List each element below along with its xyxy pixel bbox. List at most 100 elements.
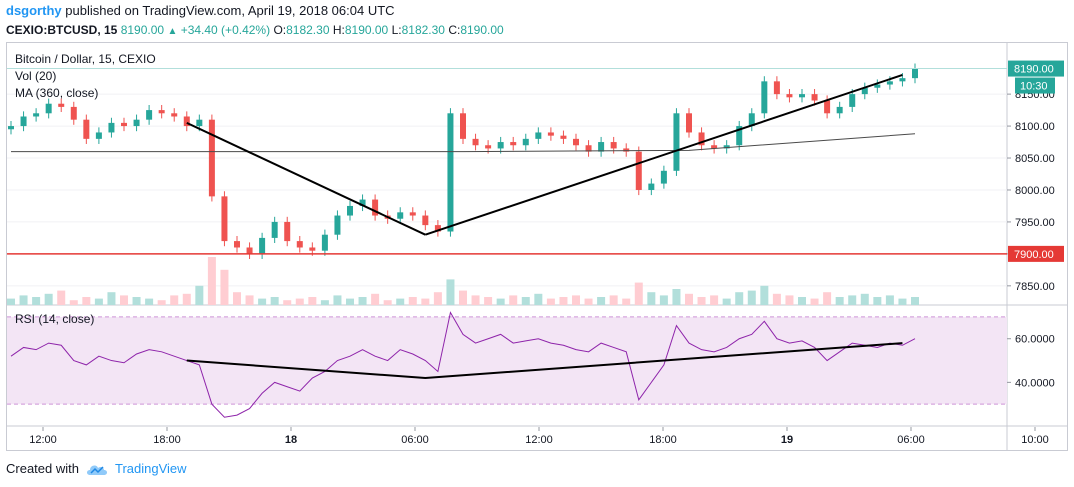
volume-bar: [195, 285, 204, 305]
volume-bar: [760, 285, 769, 305]
volume-bar: [245, 295, 254, 305]
candle-body: [648, 183, 655, 190]
chart-container[interactable]: 8150.008100.008050.008000.007950.007900.…: [6, 42, 1068, 451]
candle-body: [347, 205, 353, 216]
volume-bar: [747, 290, 756, 305]
candle-body: [171, 113, 178, 117]
price-legend: Bitcoin / Dollar, 15, CEXIO Vol (20) MA …: [15, 51, 156, 102]
candle-body: [711, 145, 718, 149]
candle-body: [874, 84, 881, 88]
price-tick-label: 8100.00: [1015, 121, 1055, 133]
footer: Created with TradingView: [6, 461, 187, 476]
candle-body: [585, 145, 592, 152]
candle-body: [133, 119, 140, 127]
volume-bar: [798, 297, 806, 305]
volume-bar: [885, 295, 894, 305]
volume-bar: [32, 297, 41, 305]
price-trendline: [186, 121, 426, 236]
price-change: +34.40 (+0.42%): [180, 23, 271, 37]
volume-bar: [207, 257, 216, 305]
volume-bar: [622, 298, 631, 305]
volume-bar: [484, 297, 493, 305]
volume-bar: [735, 292, 744, 305]
candle-body: [296, 241, 303, 248]
candle-body: [422, 215, 429, 226]
volume-bar: [634, 282, 643, 305]
tradingview-link[interactable]: TradingView: [114, 461, 187, 476]
candle-body: [510, 142, 517, 146]
ma-line: [11, 133, 916, 153]
candle-body: [899, 78, 906, 82]
volume-bar: [496, 298, 505, 305]
candle-body: [761, 81, 768, 114]
volume-bar: [182, 293, 191, 305]
low-value: 8182.30: [401, 23, 445, 37]
last-price-badge-label: 8190.00: [1014, 64, 1054, 76]
time-tick-label: 19: [781, 434, 793, 446]
volume-bar: [509, 295, 518, 305]
candle-body: [221, 196, 228, 242]
up-arrow-icon: ▲: [167, 26, 178, 37]
candle-body: [497, 142, 504, 149]
volume-bar: [120, 295, 128, 305]
high-label: H:: [332, 23, 345, 37]
open-label: O:: [273, 23, 287, 37]
candle-body: [234, 241, 240, 248]
close-value: 8190.00: [460, 23, 504, 37]
candle-body: [146, 110, 153, 120]
price-tick-label: 7950.00: [1015, 217, 1055, 229]
candle-body: [8, 126, 14, 130]
rsi-tick-label: 40.0000: [1015, 377, 1055, 389]
candle-body: [786, 94, 793, 98]
candle-body: [372, 199, 379, 216]
candle-body: [799, 94, 805, 98]
volume-bar: [107, 292, 116, 305]
rsi-line: [10, 311, 916, 418]
author-name[interactable]: dsgorthy: [6, 3, 62, 18]
candle-body: [610, 142, 617, 149]
volume-bar: [647, 292, 656, 305]
candle-body: [121, 122, 127, 127]
publish-header: dsgorthy published on TradingView.com, A…: [6, 3, 395, 19]
candle-body: [560, 135, 567, 139]
candle-body: [660, 170, 667, 184]
volume-bar: [559, 297, 568, 305]
candle-body: [849, 94, 856, 107]
volume-bar: [835, 297, 844, 305]
candle-body: [309, 247, 316, 251]
volume-bar: [810, 298, 819, 305]
candle-body: [912, 68, 918, 79]
volume-bar: [823, 292, 832, 305]
candle-body: [472, 138, 479, 146]
ohlc-bar: CEXIO:BTCUSD, 15 8190.00 ▲ +34.40 (+0.42…: [6, 22, 504, 40]
candle-body: [773, 81, 780, 95]
countdown-badge: [1015, 77, 1055, 94]
volume-bar: [57, 290, 66, 305]
time-tick-label: 06:00: [897, 434, 925, 446]
volume-bar: [308, 297, 317, 305]
rsi-band: [7, 316, 1007, 405]
volume-bar: [609, 295, 618, 305]
candle-body: [635, 151, 642, 190]
price-tick-label: 8050.00: [1015, 153, 1055, 165]
rsi-trendline: [186, 342, 903, 380]
candle-body: [20, 116, 27, 127]
time-tick-label: 12:00: [525, 434, 553, 446]
volume-bar: [170, 295, 179, 305]
candle-body: [522, 138, 529, 146]
volume-bar: [848, 295, 857, 305]
volume-bar: [233, 292, 241, 305]
volume-bar: [722, 298, 731, 305]
candle-body: [535, 132, 542, 139]
candle-body: [359, 199, 366, 206]
candle-body: [108, 122, 115, 133]
candle-body: [485, 145, 492, 149]
volume-bar: [270, 297, 279, 305]
candle-body: [861, 87, 868, 95]
candle-body: [271, 221, 278, 238]
candle-body: [33, 113, 40, 117]
last-price-badge: [1008, 60, 1064, 77]
candle-body: [434, 225, 441, 232]
chart-canvas[interactable]: 8150.008100.008050.008000.007950.007900.…: [7, 43, 1067, 450]
volume-bar: [283, 300, 292, 305]
